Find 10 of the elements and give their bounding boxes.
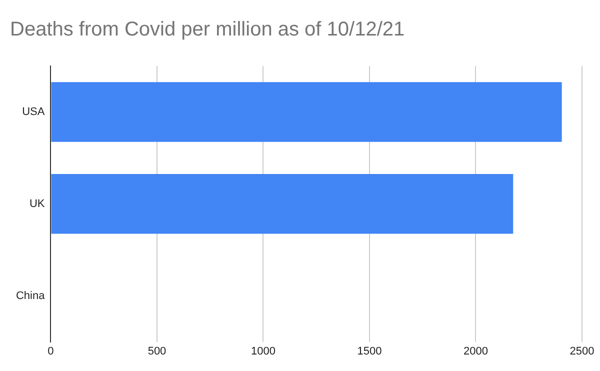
x-tick-label: 1000 [251,345,276,358]
x-tick-label: 500 [148,345,166,358]
y-tick-label: UK [29,198,46,210]
chart-title: Deaths from Covid per million as of 10/12/21 [10,18,405,41]
x-tick-label: 2000 [464,345,488,358]
x-tick-label: 1500 [357,345,382,358]
y-tick-label: China [16,290,46,302]
y-tick-label: USA [22,106,46,118]
x-tick-label: 2500 [570,345,594,358]
x-tick-label: 0 [48,345,54,358]
